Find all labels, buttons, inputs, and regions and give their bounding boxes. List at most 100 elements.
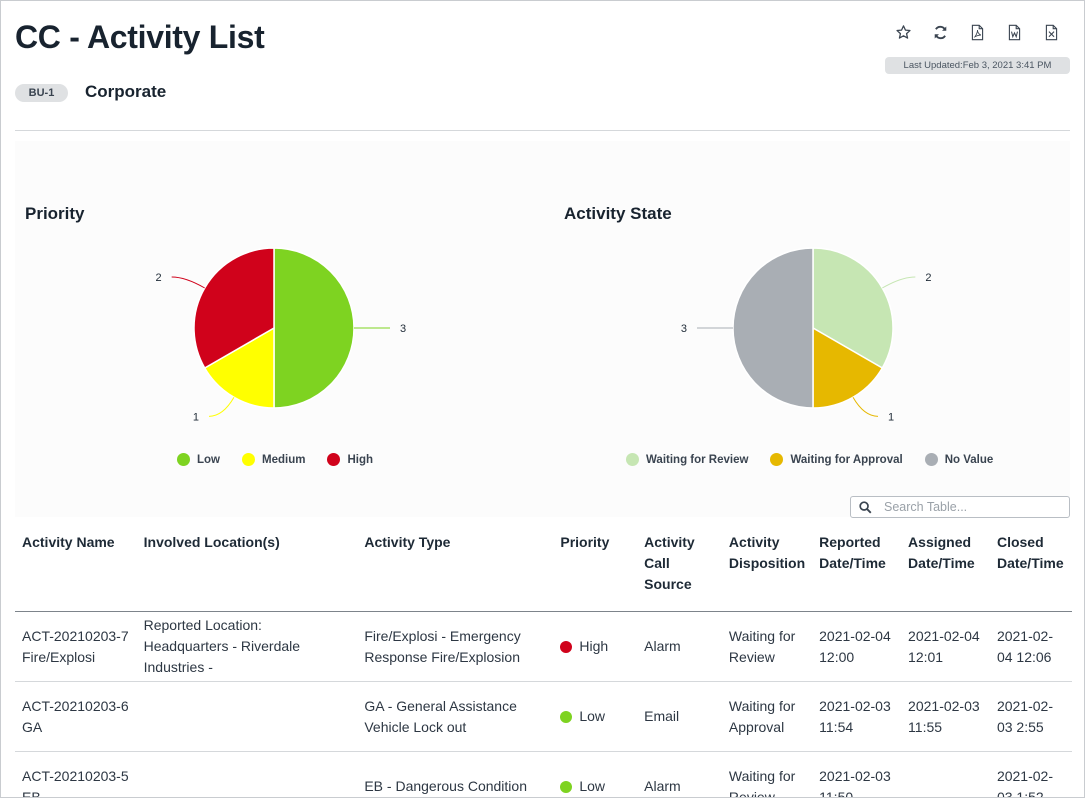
legend-label: Low: [197, 453, 220, 466]
data-label-waiting-for-review: 2: [925, 272, 931, 284]
leader-line-medium: [208, 397, 235, 417]
table-row[interactable]: ACT-20210203-5 EB EB - Dangerous Conditi…: [15, 751, 1072, 797]
pie-slice-low[interactable]: [273, 247, 355, 409]
activity-state-chart-title: Activity State: [564, 204, 672, 223]
cell-disposition: Waiting for Review: [721, 611, 813, 682]
cell-closed: 2021-02-04 12:06: [989, 611, 1072, 682]
cell-assigned: 2021-02-04 12:01: [901, 611, 990, 682]
column-header-closed[interactable]: Closed Date/Time: [989, 523, 1072, 612]
cell-activity-type: GA - General Assistance Vehicle Lock out: [357, 681, 554, 752]
legend-label: Waiting for Review: [646, 453, 749, 466]
business-unit-name: Corporate: [85, 82, 167, 101]
cell-closed: 2021-02-03 1:52: [989, 751, 1072, 797]
refresh-icon[interactable]: [922, 21, 959, 43]
column-header-involved-locations[interactable]: Involved Location(s): [136, 523, 358, 612]
star-icon[interactable]: [885, 21, 922, 43]
cell-activity-type: EB - Dangerous Condition: [357, 751, 554, 797]
priority-dot: [560, 780, 573, 793]
legend-swatch: [177, 453, 190, 466]
header-divider: [15, 130, 1070, 131]
cell-activity-name: ACT-20210203-6 GA: [15, 681, 137, 752]
legend-item-medium[interactable]: Medium: [242, 453, 305, 466]
pdf-export-icon[interactable]: [959, 21, 996, 43]
leader-line-waiting-for-review: [882, 276, 916, 289]
leader-line-waiting-for-approval: [852, 397, 879, 417]
activity-table: Activity Name Involved Location(s) Activ…: [15, 523, 1072, 797]
cell-assigned: 2021-02-03 11:55: [901, 681, 990, 752]
data-label-high: 2: [156, 272, 162, 284]
column-header-reported[interactable]: Reported Date/Time: [812, 523, 902, 612]
cell-location: [136, 681, 358, 752]
cell-activity-name: ACT-20210203-7 Fire/Explosi: [15, 611, 137, 682]
legend-label: Waiting for Approval: [790, 453, 903, 466]
pie-slice-waiting-for-review[interactable]: [812, 247, 894, 370]
pie-slice-no-value[interactable]: [732, 247, 814, 409]
leader-line-high: [171, 276, 205, 289]
search-input[interactable]: [884, 500, 1054, 514]
legend-item-high[interactable]: High: [327, 453, 373, 466]
column-header-disposition[interactable]: Activity Disposition: [721, 523, 813, 612]
priority-label: Low: [579, 778, 606, 794]
cell-priority: High: [553, 611, 638, 682]
cell-call-source: Alarm: [637, 611, 722, 682]
pie-slice-high[interactable]: [193, 247, 275, 370]
legend-item-low[interactable]: Low: [177, 453, 220, 466]
business-unit-code-badge: BU-1: [15, 84, 68, 102]
cell-disposition: Waiting for Approval: [721, 681, 813, 752]
cell-activity-name: ACT-20210203-5 EB: [15, 751, 137, 797]
legend-label: High: [347, 453, 374, 466]
cell-closed: 2021-02-03 2:55: [989, 681, 1072, 752]
legend-swatch: [242, 453, 255, 466]
cell-reported: 2021-02-03 11:54: [812, 681, 902, 752]
data-label-medium: 1: [193, 411, 199, 423]
cell-activity-type: Fire/Explosi - Emergency Response Fire/E…: [357, 611, 554, 682]
priority-label: High: [579, 638, 609, 654]
priority-dot: [560, 710, 573, 723]
cell-location: Reported Location: Headquarters - Riverd…: [136, 611, 358, 682]
charts-area: Priority 3 1 2 Low Medium High Activity St…: [15, 141, 1070, 517]
search-icon: [859, 500, 872, 513]
priority-chart-panel: Priority 3 1 2 Low Medium High: [15, 141, 555, 517]
data-label-waiting-for-approval: 1: [888, 411, 894, 423]
column-header-activity-type[interactable]: Activity Type: [357, 523, 554, 612]
cell-location: [136, 751, 358, 797]
cell-call-source: Email: [637, 681, 722, 752]
legend-item-waiting-for-review[interactable]: Waiting for Review: [626, 453, 748, 466]
column-header-activity-name[interactable]: Activity Name: [15, 523, 137, 612]
column-header-call-source[interactable]: Activity Call Source: [637, 523, 722, 612]
legend-swatch: [327, 453, 341, 466]
priority-chart-title: Priority: [25, 204, 85, 223]
priority-dot: [560, 640, 573, 653]
activity-state-legend: Waiting for Review Waiting for Approval …: [626, 453, 993, 466]
pie-slice-waiting-for-approval[interactable]: [812, 326, 884, 409]
pie-slice-medium[interactable]: [203, 326, 275, 409]
legend-item-waiting-for-approval[interactable]: Waiting for Approval: [770, 453, 903, 466]
cell-assigned: [901, 751, 990, 797]
cell-priority: Low: [553, 751, 638, 797]
word-export-icon[interactable]: [996, 21, 1033, 43]
cell-disposition: Waiting for Review: [721, 751, 813, 797]
cell-call-source: Alarm: [637, 751, 722, 797]
priority-legend: Low Medium High: [177, 453, 373, 466]
table-search: [850, 496, 1070, 518]
activity-state-chart-panel: Activity State 2 1 3 Waiting for Review Wa…: [554, 141, 1072, 517]
column-header-priority[interactable]: Priority: [553, 523, 638, 612]
table-header-row: Activity Name Involved Location(s) Activ…: [15, 523, 1072, 612]
priority-pie-chart: 3 1 2: [156, 247, 406, 423]
last-updated-badge: Last Updated:Feb 3, 2021 3:41 PM: [885, 57, 1070, 74]
column-header-assigned[interactable]: Assigned Date/Time: [901, 523, 990, 612]
priority-label: Low: [579, 708, 606, 724]
legend-label: No Value: [944, 453, 994, 466]
cell-reported: 2021-02-04 12:00: [812, 611, 902, 682]
legend-swatch: [924, 453, 938, 466]
activity-state-pie-chart: 2 1 3: [681, 247, 931, 423]
excel-export-icon[interactable]: [1033, 21, 1070, 43]
legend-swatch: [626, 453, 639, 466]
legend-label: Medium: [262, 453, 306, 466]
report-toolbar: [885, 21, 1070, 43]
table-row[interactable]: ACT-20210203-6 GA GA - General Assistanc…: [15, 681, 1072, 752]
legend-item-no-value[interactable]: No Value: [924, 453, 994, 466]
table-row[interactable]: ACT-20210203-7 Fire/Explosi Reported Loc…: [15, 611, 1072, 682]
cell-priority: Low: [553, 681, 638, 752]
